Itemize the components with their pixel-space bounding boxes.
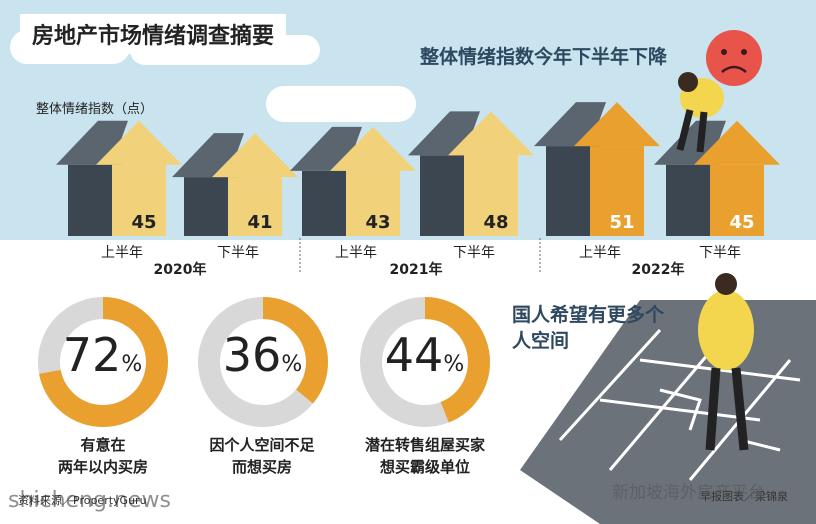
chart-subtitle: 整体情绪指数今年下半年下降 [420, 46, 668, 68]
sentiment-chart: 45 上半年 41 下半年 43 上半年 48 下半年 51 上半年 45 下半年 2020年 2021年… [56, 102, 780, 278]
y-axis-label: 整体情绪指数（点） [36, 102, 154, 117]
caption-line: 因个人空间不足 [209, 436, 315, 454]
x-tick-label: 下半年 [217, 245, 259, 261]
bar-house-6 [654, 120, 780, 236]
x-tick-label: 下半年 [699, 245, 741, 261]
x-tick-label: 下半年 [453, 245, 495, 261]
x-tick-label: 上半年 [101, 245, 143, 261]
bar-value-label: 48 [483, 212, 508, 233]
highlight-message: 国人希望有更多个人空间 [512, 304, 665, 352]
cloud-decoration [266, 86, 416, 122]
bar-house-3 [290, 126, 416, 236]
stat-value-1: 72% [40, 328, 165, 382]
stat-number: 36 [222, 328, 282, 382]
bar-house-1 [56, 120, 182, 236]
year-label: 2021年 [390, 261, 443, 278]
year-label: 2020年 [154, 261, 207, 278]
x-tick-label: 上半年 [335, 245, 377, 261]
bar-house-2 [172, 133, 298, 236]
year-label: 2022年 [632, 261, 685, 278]
stat-caption-3: 潜在转售组屋买家 想买霸级单位 [344, 434, 506, 478]
caption-line: 有意在 [80, 436, 126, 454]
stat-value-2: 36% [200, 328, 325, 382]
source-note: 资料来源／PropertyGuru [18, 494, 147, 507]
bar-value-label: 45 [729, 212, 754, 233]
bar-house-4 [408, 111, 534, 236]
site-watermark: shicheng.news [8, 488, 171, 513]
stat-number: 72 [62, 328, 122, 382]
bar-value-label: 45 [131, 212, 156, 233]
caption-line: 两年以内买房 [57, 458, 148, 476]
stat-number: 44 [384, 328, 444, 382]
page-title: 房地产市场情绪调查摘要 [20, 14, 287, 54]
stat-unit: % [443, 352, 465, 377]
x-tick-label: 上半年 [579, 245, 621, 261]
credit-note: 早报图表／梁锦泉 [700, 490, 788, 503]
stat-unit: % [281, 352, 303, 377]
bar-value-label: 43 [365, 212, 390, 233]
stat-caption-2: 因个人空间不足 而想买房 [182, 434, 342, 478]
bar-house-5 [534, 102, 660, 236]
stat-value-3: 44% [362, 328, 487, 382]
account-watermark: 新加坡海外房产平台 [612, 483, 765, 503]
caption-line: 想买霸级单位 [379, 458, 470, 476]
caption-line: 潜在转售组屋买家 [364, 436, 485, 454]
bar-value-label: 41 [247, 212, 272, 233]
stat-unit: % [121, 352, 143, 377]
bar-value-label: 51 [609, 212, 634, 233]
stat-caption-1: 有意在 两年以内买房 [28, 434, 178, 478]
caption-line: 而想买房 [231, 458, 292, 476]
